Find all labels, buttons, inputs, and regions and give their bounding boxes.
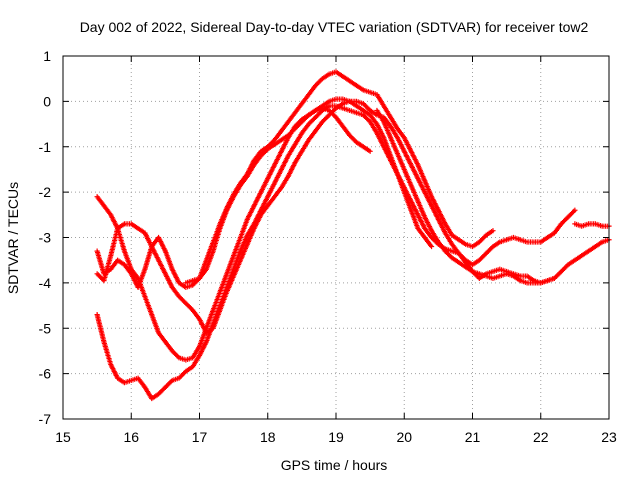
series-sat-4 bbox=[94, 98, 612, 336]
x-tick-label: 19 bbox=[328, 429, 344, 445]
x-tick-labels: 15 16 17 18 19 20 21 22 23 bbox=[55, 429, 617, 445]
y-tick-label: -7 bbox=[39, 411, 52, 427]
series-sat-1 bbox=[94, 96, 435, 363]
y-tick-label: 0 bbox=[43, 93, 51, 109]
x-tick-label: 15 bbox=[55, 429, 71, 445]
y-tick-label: -6 bbox=[39, 366, 52, 382]
series-sat-3 bbox=[94, 69, 496, 291]
y-tick-label: 1 bbox=[43, 48, 51, 64]
x-tick-label: 17 bbox=[192, 429, 208, 445]
y-tick-label: -2 bbox=[39, 184, 52, 200]
series-track bbox=[94, 103, 577, 401]
chart-title: Day 002 of 2022, Sidereal Day-to-day VTE… bbox=[80, 19, 589, 35]
y-tick-label: -3 bbox=[39, 230, 52, 246]
series-sat-5 bbox=[183, 105, 373, 286]
x-axis-label: GPS time / hours bbox=[281, 457, 388, 473]
series-sat-7 bbox=[572, 221, 612, 229]
series-track bbox=[95, 98, 610, 335]
x-tick-label: 16 bbox=[123, 429, 139, 445]
y-tick-label: -4 bbox=[39, 275, 52, 291]
series-track bbox=[375, 109, 556, 286]
x-tick-label: 22 bbox=[533, 429, 549, 445]
x-tick-label: 23 bbox=[601, 429, 617, 445]
series-track bbox=[574, 221, 610, 229]
series-track bbox=[185, 106, 372, 285]
axis-ticks bbox=[62, 55, 610, 420]
series-sat-2 bbox=[94, 103, 578, 402]
x-tick-label: 21 bbox=[465, 429, 481, 445]
x-tick-label: 20 bbox=[396, 429, 412, 445]
y-tick-label: -1 bbox=[39, 139, 52, 155]
series-track bbox=[95, 96, 434, 362]
y-tick-labels: -7 -6 -5 -4 -3 -2 -1 0 1 bbox=[39, 48, 52, 427]
data-series bbox=[94, 69, 612, 402]
x-tick-label: 18 bbox=[260, 429, 276, 445]
y-tick-label: -5 bbox=[39, 320, 52, 336]
y-axis-label: SDTVAR / TECUs bbox=[5, 182, 21, 294]
series-sat-6 bbox=[374, 107, 557, 286]
